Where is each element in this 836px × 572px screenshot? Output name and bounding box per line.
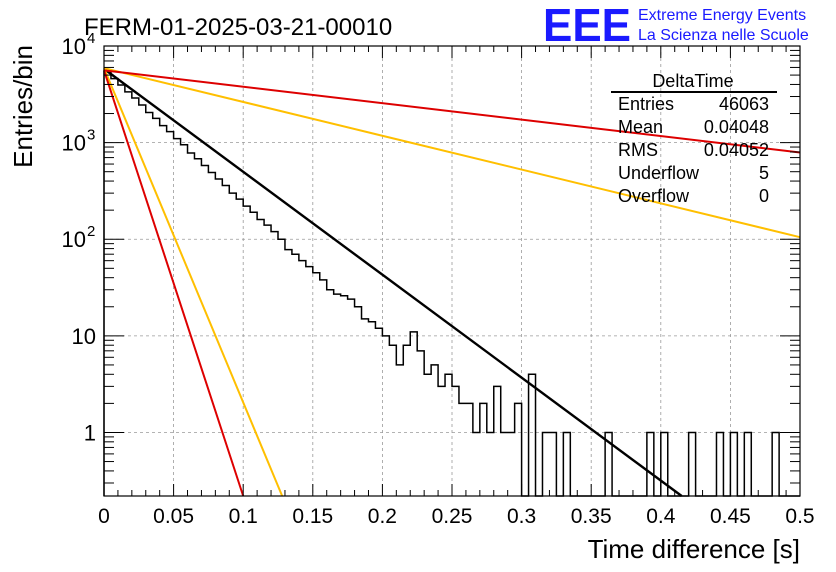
fit-line-4 [103,70,245,497]
x-tick-label-6: 0.3 [507,505,536,528]
fit-line-2 [103,67,284,497]
y-tick-exponent-3: 3 [87,127,95,144]
histogram-outline [103,70,800,497]
histogram [103,70,800,497]
x-tick-label-5: 0.25 [432,505,473,528]
y-axis-label: Entries/bin [8,45,38,168]
x-tick-label-10: 0.5 [785,505,814,528]
chart-title: FERM-01-2025-03-21-00010 [84,14,392,41]
y-tick-label-3: 10 [62,131,86,156]
grid-lines [104,46,800,496]
y-tick-label-4: 10 [62,34,86,59]
x-tick-label-2: 0.1 [229,505,258,528]
x-tick-label-8: 0.4 [646,505,676,528]
stats-label-overflow: Overflow [618,186,690,206]
stats-label-underflow: Underflow [618,163,700,183]
logo-mark: EEE [543,0,631,51]
y-tick-exponent-2: 2 [87,223,95,240]
x-tick-label-0: 0 [98,505,110,528]
stats-value-underflow: 5 [759,163,769,183]
fit-lines [103,67,801,497]
fit-line-3 [103,69,801,154]
x-tick-label-7: 0.35 [571,505,612,528]
x-axis: 0 0.05 0.1 0.15 0.2 0.25 0.3 0.35 0.4 0.45 0.5 [98,46,815,528]
x-tick-label-3: 0.15 [292,505,333,528]
x-tick-label-4: 0.2 [368,505,397,528]
x-tick-label-9: 0.45 [710,505,751,528]
logo-line1: Extreme Energy Events [638,7,806,24]
stats-label-mean: Mean [618,117,663,137]
x-tick-label-1: 0.05 [153,505,194,528]
y-tick-exponent-4: 4 [87,30,95,47]
fit-line-0 [103,67,683,497]
y-tick-label-1: 10 [72,324,96,349]
y-tick-label-2: 10 [62,227,86,252]
stats-box: DeltaTime Entries 46063 Mean 0.04048 RMS 0.040… [611,71,777,206]
logo: EEE Extreme Energy Events La Scienza nel… [543,0,809,51]
x-axis-label: Time difference [s] [588,534,800,564]
stats-value-rms: 0.04052 [704,140,769,160]
stats-value-mean: 0.04048 [704,117,769,137]
y-tick-label-0: 1 [84,420,96,445]
logo-line2: La Scienza nelle Scuole [638,27,809,44]
stats-title: DeltaTime [652,71,733,91]
stats-value-entries: 46063 [719,94,769,114]
fit-line-1 [103,67,801,239]
stats-value-overflow: 0 [759,186,769,206]
stats-label-rms: RMS [618,140,658,160]
stats-label-entries: Entries [618,94,674,114]
